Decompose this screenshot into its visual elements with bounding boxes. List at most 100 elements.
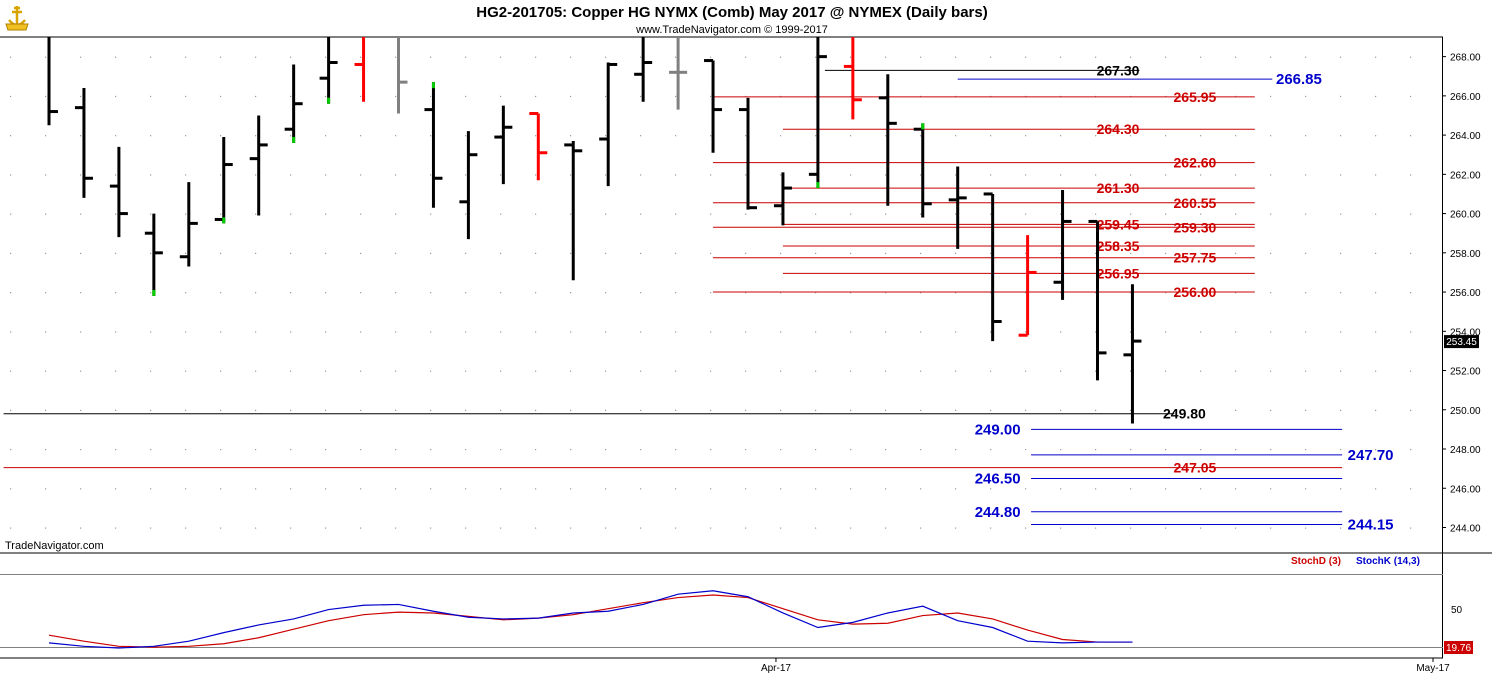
grid-dot (1235, 488, 1237, 490)
grid-dot (1025, 370, 1027, 372)
price-level-label: 244.15 (1348, 517, 1394, 534)
grid-dot (1270, 409, 1272, 411)
grid-dot (465, 292, 467, 294)
grid-dot (500, 213, 502, 215)
grid-dot (1410, 95, 1412, 98)
grid-dot (955, 331, 957, 333)
grid-dot (710, 331, 712, 333)
grid-dot (1095, 449, 1097, 451)
grid-dot (290, 174, 292, 176)
price-level-label: 264.30 (1097, 121, 1140, 137)
ohlc-bar (47, 37, 58, 126)
grid-dot (605, 409, 607, 411)
grid-dot (1305, 292, 1307, 294)
grid-dot (1270, 252, 1272, 255)
grid-dot (1340, 56, 1342, 58)
grid-dot (1165, 292, 1167, 294)
grid-dot (920, 449, 922, 451)
grid-dot (710, 56, 712, 58)
grid-dot (780, 252, 782, 255)
grid-dot (115, 409, 117, 411)
grid-dot (360, 409, 362, 411)
grid-dot (675, 370, 677, 372)
ohlc-bar (494, 105, 513, 185)
grid-dot (80, 56, 82, 58)
grid-dot (885, 370, 887, 372)
grid-dot (325, 331, 327, 333)
grid-dot (80, 174, 82, 176)
grid-dot (255, 527, 257, 529)
grid-dot (465, 252, 467, 255)
grid-dot (430, 370, 432, 372)
price-level-label: 265.95 (1174, 89, 1217, 105)
price-level-label: 259.30 (1174, 219, 1217, 235)
grid-dot (920, 56, 922, 58)
grid-dot (1025, 292, 1027, 294)
grid-dot (45, 252, 47, 255)
grid-dot (1165, 252, 1167, 255)
grid-dot (325, 527, 327, 529)
grid-dot (1200, 292, 1202, 294)
grid-dot (1270, 292, 1272, 294)
grid-dot (220, 449, 222, 451)
ohlc-bar (983, 192, 1002, 342)
grid-dot (500, 409, 502, 411)
grid-dot (675, 331, 677, 333)
grid-dot (1060, 331, 1062, 333)
grid-dot (10, 488, 12, 490)
grid-dot (430, 213, 432, 215)
grid-dot (220, 292, 222, 294)
grid-dot (850, 292, 852, 294)
grid-dot (1340, 449, 1342, 451)
grid-dot (1095, 174, 1097, 176)
grid-dot (570, 213, 572, 215)
grid-dot (1410, 174, 1412, 176)
grid-dot (990, 135, 992, 137)
grid-dot (1375, 213, 1377, 215)
grid-dot (535, 135, 537, 137)
grid-dot (430, 488, 432, 490)
grid-dot (395, 527, 397, 529)
grid-dot (815, 252, 817, 255)
ohlc-bar (739, 97, 757, 210)
grid-dot (185, 331, 187, 333)
grid-dot (535, 95, 537, 98)
grid-dot (955, 213, 957, 215)
grid-dot (325, 56, 327, 58)
grid-dot (1305, 409, 1307, 411)
grid-dot (605, 488, 607, 490)
grid-dot (290, 331, 292, 333)
grid-dot (1375, 488, 1377, 490)
chart-title: HG2-201705: Copper HG NYMX (Comb) May 20… (476, 4, 987, 21)
grid-dot (745, 370, 747, 372)
grid-dot (745, 292, 747, 294)
grid-dot (570, 331, 572, 333)
grid-dot (150, 252, 152, 255)
grid-dot (640, 135, 642, 137)
grid-dot (990, 488, 992, 490)
grid-dot (605, 252, 607, 255)
grid-dot (990, 409, 992, 411)
grid-dot (640, 527, 642, 529)
grid-dot (430, 135, 432, 137)
grid-dot (395, 252, 397, 255)
grid-dot (1025, 488, 1027, 490)
grid-dot (220, 370, 222, 372)
grid-dot (1165, 370, 1167, 372)
grid-dot (570, 252, 572, 255)
grid-dot (1410, 449, 1412, 451)
grid-dot (500, 56, 502, 58)
grid-dot (1340, 135, 1342, 137)
grid-dot (115, 95, 117, 98)
ohlc-bar (948, 166, 967, 249)
price-levels: 267.30 266.85 265.95 264.30 262.60 261.30 260.… (3, 62, 1394, 534)
grid-dot (1305, 95, 1307, 98)
grid-dot (990, 252, 992, 255)
grid-dot (1270, 135, 1272, 137)
grid-dot (850, 135, 852, 137)
grid-dot (780, 213, 782, 215)
grid-dot (220, 488, 222, 490)
grid-dot (115, 252, 117, 255)
grid-dot (1375, 95, 1377, 98)
grid-dot (10, 213, 12, 215)
